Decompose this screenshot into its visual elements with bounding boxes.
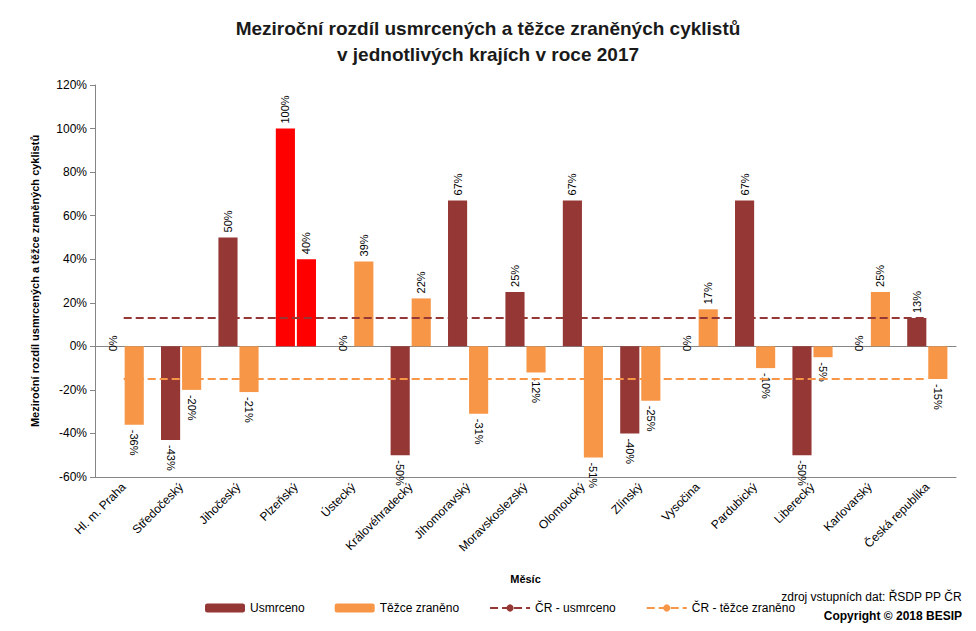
- svg-text:0%: 0%: [337, 335, 349, 351]
- svg-text:-50%: -50%: [796, 460, 808, 486]
- svg-text:40%: 40%: [63, 252, 87, 266]
- svg-text:-40%: -40%: [59, 426, 87, 440]
- svg-text:0%: 0%: [70, 339, 88, 353]
- svg-text:Meziroční rozdíl usmrcených a: Meziroční rozdíl usmrcených a těžce zran…: [236, 18, 741, 39]
- svg-text:Moravskoslezský: Moravskoslezský: [456, 480, 530, 554]
- svg-text:-60%: -60%: [59, 470, 87, 484]
- svg-text:-36%: -36%: [128, 430, 140, 456]
- svg-text:zdroj vstupních dat: ŘSDP PP Č: zdroj vstupních dat: ŘSDP PP ČR: [781, 589, 962, 604]
- svg-text:Jihomoravský: Jihomoravský: [411, 480, 473, 542]
- svg-text:Hl. m. Praha: Hl. m. Praha: [72, 480, 129, 537]
- svg-text:-51%: -51%: [587, 462, 599, 488]
- svg-text:Vysočina: Vysočina: [659, 480, 703, 524]
- svg-text:Středočeský: Středočeský: [130, 480, 187, 537]
- svg-text:120%: 120%: [56, 78, 87, 92]
- svg-text:0%: 0%: [681, 335, 693, 351]
- svg-text:-21%: -21%: [243, 397, 255, 423]
- svg-text:50%: 50%: [222, 210, 234, 232]
- svg-text:Plzeňský: Plzeňský: [257, 480, 301, 524]
- svg-text:Zlínský: Zlínský: [609, 480, 646, 517]
- svg-text:ČR - těžce zraněno: ČR - těžce zraněno: [692, 600, 796, 615]
- svg-text:100%: 100%: [279, 95, 291, 123]
- svg-text:Měsíc: Měsíc: [510, 573, 541, 585]
- svg-text:60%: 60%: [63, 209, 87, 223]
- svg-text:Usmrceno: Usmrceno: [250, 601, 305, 615]
- svg-text:17%: 17%: [702, 282, 714, 304]
- svg-text:-25%: -25%: [645, 406, 657, 432]
- svg-text:v jednotlivých krajích v roce: v jednotlivých krajích v roce 2017: [337, 44, 639, 65]
- svg-text:-20%: -20%: [59, 383, 87, 397]
- svg-text:Meziroční rozdíl usmrcených a: Meziroční rozdíl usmrcených a těžce zran…: [29, 135, 41, 427]
- svg-text:Královéhradecký: Královéhradecký: [343, 480, 416, 553]
- svg-text:-50%: -50%: [394, 460, 406, 486]
- svg-text:40%: 40%: [300, 232, 312, 254]
- svg-text:80%: 80%: [63, 165, 87, 179]
- svg-text:0%: 0%: [853, 335, 865, 351]
- svg-text:100%: 100%: [56, 122, 87, 136]
- svg-text:Karlovarský: Karlovarský: [821, 480, 875, 534]
- svg-text:Jihočeský: Jihočeský: [196, 480, 243, 527]
- svg-text:-40%: -40%: [624, 438, 636, 464]
- svg-text:ČR - usmrceno: ČR - usmrceno: [535, 600, 616, 615]
- svg-text:Pardubický: Pardubický: [708, 480, 760, 532]
- svg-text:Olomoucký: Olomoucký: [536, 480, 588, 532]
- svg-text:-15%: -15%: [932, 384, 944, 410]
- svg-text:Těžce zraněno: Těžce zraněno: [380, 601, 460, 615]
- svg-text:-31%: -31%: [473, 419, 485, 445]
- svg-text:13%: 13%: [911, 291, 923, 313]
- svg-text:20%: 20%: [63, 296, 87, 310]
- svg-text:-10%: -10%: [760, 373, 772, 399]
- svg-text:25%: 25%: [509, 265, 521, 287]
- svg-text:67%: 67%: [452, 173, 464, 195]
- svg-text:-43%: -43%: [165, 445, 177, 471]
- svg-text:Liberecký: Liberecký: [771, 480, 817, 526]
- svg-text:39%: 39%: [358, 234, 370, 256]
- svg-text:Česká republika: Česká republika: [861, 479, 933, 551]
- svg-text:-12%: -12%: [530, 377, 542, 403]
- svg-text:Ústecký: Ústecký: [318, 479, 359, 520]
- svg-text:67%: 67%: [739, 173, 751, 195]
- svg-text:22%: 22%: [415, 271, 427, 293]
- svg-text:Copyright © 2018 BESIP: Copyright © 2018 BESIP: [824, 609, 962, 623]
- svg-text:-20%: -20%: [186, 395, 198, 421]
- svg-text:67%: 67%: [566, 173, 578, 195]
- svg-text:0%: 0%: [107, 335, 119, 351]
- svg-text:25%: 25%: [874, 265, 886, 287]
- svg-text:-5%: -5%: [817, 362, 829, 382]
